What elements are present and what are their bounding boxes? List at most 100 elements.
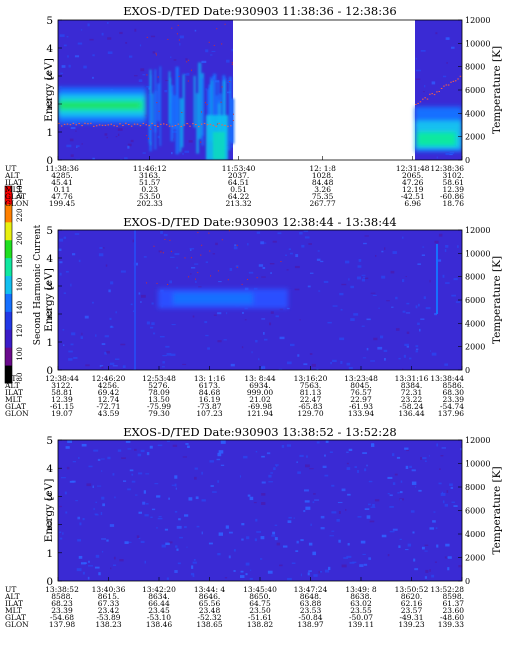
orbit-cell: 139.11 <box>348 620 374 629</box>
colorbar-tick-label: 160 <box>16 278 24 291</box>
orbit-cell: 8615. <box>98 592 119 601</box>
y-right-tick-label: 4000 <box>465 530 485 539</box>
y-tick-label: 3 <box>46 71 53 83</box>
spectrogram-panel-3: EXOS-D/TED Date:930903 13:38:52 - 13:52:… <box>4 425 503 629</box>
orbit-row-label: GLON <box>5 620 29 629</box>
y-right-tick-label: 4000 <box>465 109 485 118</box>
orbit-cell: 64.75 <box>249 599 271 608</box>
y-tick-label: 2 <box>46 99 53 111</box>
orbit-cell: 6173. <box>199 381 220 390</box>
orbit-row-label: GLAT <box>5 192 26 201</box>
orbit-row-label: ILAT <box>5 178 23 187</box>
orbit-cell: 2065. <box>402 171 423 180</box>
orbit-cell: 19.07 <box>51 409 73 418</box>
orbit-cell: 12.39 <box>443 185 465 194</box>
colorbar-frame <box>4 185 13 384</box>
orbit-cell: 8586. <box>443 381 464 390</box>
y-right-tick-label: 2000 <box>465 133 485 142</box>
y-right-tick-label: 0 <box>465 577 470 586</box>
y-right-tick-label: 6000 <box>465 507 485 516</box>
orbit-cell: 81.13 <box>300 388 322 397</box>
y-right-tick-label: 6000 <box>465 296 485 305</box>
y-right-tick-label: 4000 <box>465 319 485 328</box>
orbit-cell: -50.84 <box>298 613 322 622</box>
orbit-row-label: ALT <box>4 171 20 180</box>
orbit-cell: 138.82 <box>247 620 273 629</box>
spectrogram-speckle <box>58 230 461 370</box>
colorbar-tick-label: 220 <box>16 208 24 221</box>
y-tick-label: 2 <box>46 309 53 321</box>
y-tick-label: 0 <box>46 576 53 588</box>
orbit-cell: 121.94 <box>247 409 273 418</box>
orbit-cell: 999.00 <box>247 388 273 397</box>
y-right-axis-label: Temperature [K] <box>491 256 503 344</box>
y-right-tick-label: 6000 <box>465 86 485 95</box>
orbit-cell: 11:46:12 <box>133 164 167 173</box>
orbit-cell: 13.50 <box>148 395 170 404</box>
orbit-cell: 63.02 <box>350 599 372 608</box>
y-tick-label: 4 <box>46 463 53 475</box>
orbit-cell: 84.68 <box>199 388 221 397</box>
orbit-cell: 199.45 <box>49 199 75 208</box>
orbit-cell: 129.70 <box>297 409 323 418</box>
panels: EXOS-D/TED Date:930903 11:38:36 - 12:38:… <box>4 4 503 629</box>
y-axis-label: Energy [eV] <box>43 58 55 122</box>
spectrogram-background <box>58 440 462 581</box>
spectrogram-area <box>58 20 462 160</box>
orbit-cell: 6934. <box>249 381 270 390</box>
colorbar-swatch <box>5 311 12 330</box>
orbit-cell: 8045. <box>350 381 371 390</box>
y-right-tick-label: 8000 <box>465 63 485 72</box>
orbit-cell: 3.26 <box>314 185 331 194</box>
colorbar-tick-label: 180 <box>16 255 24 268</box>
streak-region <box>148 62 235 160</box>
orbit-cell: 64.22 <box>228 192 250 201</box>
orbit-cell: 137.96 <box>438 409 464 418</box>
orbit-cell: 23.48 <box>199 606 221 615</box>
orbit-cell: 16.19 <box>199 395 221 404</box>
orbit-cell: 47.26 <box>402 178 424 187</box>
orbit-cell: -50.07 <box>349 613 373 622</box>
orbit-cell: 23.45 <box>148 606 170 615</box>
orbit-cell: 72.31 <box>401 388 422 397</box>
y-tick-label: 3 <box>46 491 53 503</box>
y-right-tick-label: 2000 <box>465 554 485 563</box>
data-gap <box>233 20 415 160</box>
y-right-tick-label: 0 <box>465 366 470 375</box>
colorbar-swatch <box>5 239 12 259</box>
orbit-cell: 13: 8:44 <box>244 374 276 383</box>
orbit-cell: -53.89 <box>96 613 120 622</box>
orbit-row-label: GLAT <box>5 402 26 411</box>
orbit-row-label: UT <box>5 585 16 594</box>
y-right-tick-label: 0 <box>465 156 470 165</box>
orbit-cell: -51.61 <box>248 613 272 622</box>
orbit-cell: 8588. <box>51 592 72 601</box>
orbit-cell: 138.23 <box>95 620 121 629</box>
colorbar-tick-label: 100 <box>16 347 24 360</box>
y-right-axis-label: Temperature [K] <box>491 466 503 554</box>
y-right-tick-label: 8000 <box>465 483 485 492</box>
orbit-cell: 5276. <box>148 381 169 390</box>
orbit-cell: 138.97 <box>297 620 323 629</box>
orbit-cell: -58.24 <box>399 402 423 411</box>
orbit-cell: 137.98 <box>49 620 75 629</box>
orbit-cell: 8650. <box>249 592 270 601</box>
orbit-cell: 69.42 <box>98 388 120 397</box>
colorbar-swatch <box>5 186 12 205</box>
orbit-cell: 23.57 <box>401 606 423 615</box>
colorbar-swatch <box>5 203 12 223</box>
orbit-cell: -61.15 <box>50 402 74 411</box>
orbit-cell: 202.33 <box>137 199 163 208</box>
orbit-cell: 43.59 <box>98 409 120 418</box>
orbit-cell: 136.44 <box>398 409 424 418</box>
orbit-cell: 12:31:48 <box>396 164 430 173</box>
colorbar-swatch <box>5 275 12 294</box>
spectrogram-area <box>58 230 462 370</box>
y-tick-label: 2 <box>46 520 53 532</box>
y-tick-label: 1 <box>46 127 53 139</box>
orbit-cell: 12: 1:8 <box>309 164 336 173</box>
orbit-cell: 138.46 <box>146 620 172 629</box>
colorbar-label: Second Harmonic Current <box>33 224 43 345</box>
orbit-cell: 13:16:20 <box>294 374 328 383</box>
orbit-cell: 22.47 <box>300 395 322 404</box>
